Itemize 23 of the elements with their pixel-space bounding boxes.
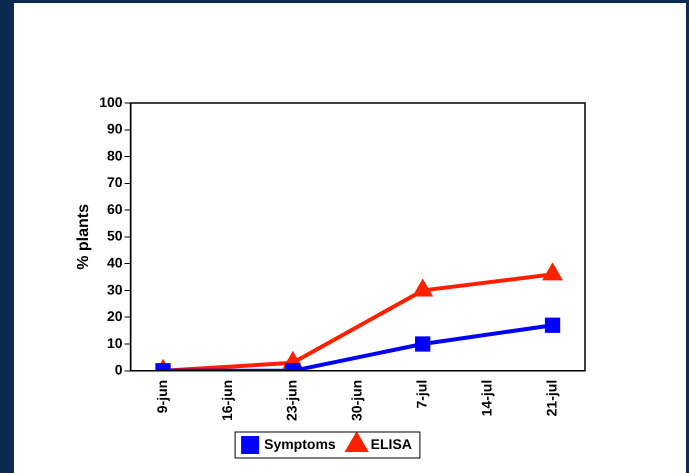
x-tick-label: 30-jun xyxy=(348,380,365,422)
x-tick-label: 7-jul xyxy=(414,380,430,409)
y-tick-label: 90 xyxy=(106,120,123,137)
x-tick-label: 23-jun xyxy=(284,380,300,422)
x-tick-label: 16-jun xyxy=(218,380,235,422)
y-tick-label: 50 xyxy=(106,228,123,244)
point xyxy=(414,280,432,296)
y-tick-label: 60 xyxy=(106,200,123,217)
y-tick-label: 10 xyxy=(106,334,123,351)
legend-label: Symptoms xyxy=(264,436,336,452)
x-tick-label: 9-jun xyxy=(154,380,170,414)
y-tick-label: 100 xyxy=(99,94,123,110)
y-tick-label: 20 xyxy=(106,308,123,324)
y-axis-title: % plants xyxy=(75,204,92,270)
y-tick-label: 40 xyxy=(106,254,123,271)
x-tick-label: 14-jul xyxy=(478,380,494,416)
point xyxy=(544,264,562,280)
y-tick-label: 0 xyxy=(114,362,123,378)
x-tick-label: 21-jul xyxy=(543,380,560,416)
legend-label: ELISA xyxy=(370,436,412,452)
y-tick-label: 30 xyxy=(106,281,123,298)
y-tick-label: 80 xyxy=(106,147,123,164)
y-tick-label: 70 xyxy=(106,174,123,190)
